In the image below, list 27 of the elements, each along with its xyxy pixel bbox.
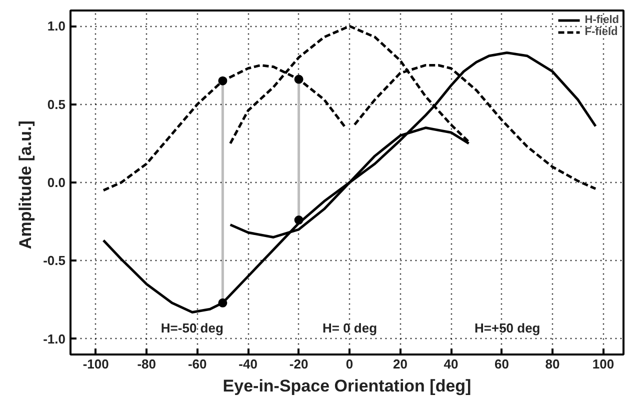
x-tick-label: 40	[444, 356, 458, 372]
y-axis-title: Amplitude [a.u.]	[16, 120, 36, 250]
annotation: H=+50 deg	[474, 320, 540, 336]
point	[294, 74, 304, 84]
x-tick-label: -80	[137, 356, 156, 372]
annotation: H=-50 deg	[160, 320, 224, 336]
x-tick-label: -40	[238, 356, 258, 372]
point	[218, 76, 228, 86]
legend-label: F-field	[584, 26, 618, 38]
x-tick-label: 20	[393, 356, 408, 372]
annotation: H= 0 deg	[322, 320, 378, 336]
y-tick-label: -0.5	[43, 253, 66, 268]
y-tick-label: -1.0	[43, 331, 66, 346]
x-tick-label: -20	[289, 356, 308, 372]
y-tick-label: 0.5	[47, 96, 66, 112]
point	[218, 298, 228, 308]
point	[294, 216, 304, 225]
x-tick-label: -60	[188, 356, 207, 372]
y-tick-label: 1.0	[47, 18, 66, 34]
y-tick-label: 0.0	[47, 175, 66, 190]
x-tick-label: 100	[592, 356, 614, 372]
x-tick-label: 60	[494, 356, 509, 372]
x-tick-label: 0	[346, 356, 354, 372]
x-tick-label: 80	[545, 356, 560, 372]
x-axis-title: Eye-in-Space Orientation [deg]	[222, 376, 472, 396]
x-tick-label: -100	[82, 356, 109, 372]
legend-label: H-field	[584, 14, 619, 26]
